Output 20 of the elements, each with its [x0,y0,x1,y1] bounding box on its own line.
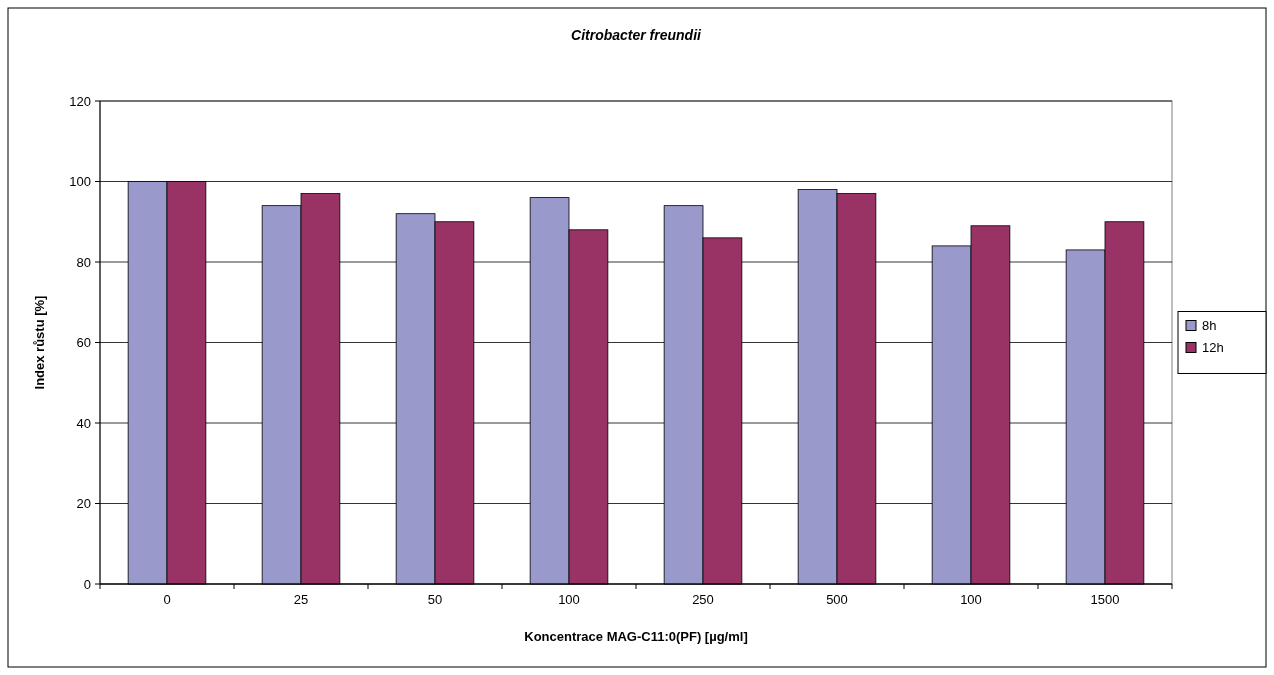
y-tick-label: 100 [69,174,91,190]
y-tick-label: 40 [76,415,91,431]
x-tick-label: 100 [558,592,580,607]
chart-title: Citrobacter freundii [571,27,703,43]
x-tick-label: 50 [427,592,443,607]
y-tick-label: 80 [76,254,91,270]
y-axis-title: Index růstu [%] [32,295,47,390]
legend-label: 12h [1202,340,1224,356]
x-tick-label: 500 [826,592,848,607]
y-tick-label: 120 [69,93,91,109]
x-tick-label: 250 [692,592,714,607]
y-tick-label: 0 [83,576,91,592]
x-tick-label: 0 [163,592,171,607]
x-tick-label: 100 [960,592,982,607]
x-tick-label: 1500 [1090,592,1120,607]
legend-label: 8h [1202,318,1217,334]
y-tick-label: 20 [76,496,91,512]
x-tick-label: 25 [293,592,309,607]
y-tick-label: 60 [76,335,91,351]
x-axis-title: Koncentrace MAG-C11:0(PF) [µg/ml] [524,629,748,644]
